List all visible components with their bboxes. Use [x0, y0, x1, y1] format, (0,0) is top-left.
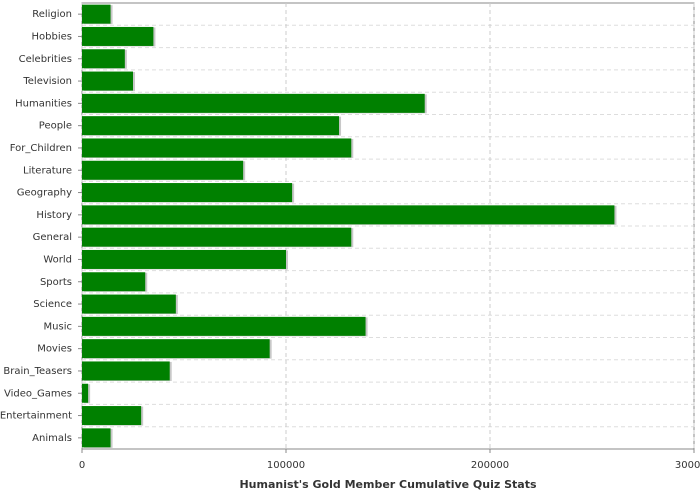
bar — [82, 294, 176, 314]
y-tick-label: Hobbies — [32, 31, 72, 42]
bar — [82, 183, 293, 203]
bar — [82, 26, 154, 46]
y-tick-label: Entertainment — [0, 411, 72, 422]
bar — [82, 383, 89, 403]
y-tick-label: World — [43, 254, 72, 265]
bar — [82, 316, 366, 336]
bar — [82, 71, 133, 91]
bar — [82, 272, 146, 292]
bar — [82, 339, 270, 359]
bar — [82, 116, 340, 136]
bar — [82, 428, 111, 448]
x-axis-title: Humanist's Gold Member Cumulative Quiz S… — [239, 478, 537, 491]
bar — [82, 227, 352, 247]
bar — [82, 205, 615, 225]
y-tick-label: Animals — [32, 433, 72, 444]
bar — [82, 249, 286, 269]
y-tick-label: Music — [44, 321, 72, 332]
x-tick-label: 200000 — [471, 460, 509, 471]
y-tick-label: Religion — [32, 9, 72, 20]
y-tick-label: Movies — [37, 344, 72, 355]
bar — [82, 49, 125, 69]
bar — [82, 406, 142, 426]
y-tick-label: Brain_Teasers — [3, 366, 72, 377]
bar — [82, 361, 170, 381]
y-tick-label: Science — [33, 299, 72, 310]
y-tick-label: People — [39, 121, 72, 132]
y-tick-label: For_Children — [10, 143, 72, 154]
x-tick-label: 300000 — [675, 460, 700, 471]
bar — [82, 138, 352, 158]
y-tick-label: Literature — [23, 165, 72, 176]
y-tick-label: Television — [22, 76, 72, 87]
bar — [82, 160, 244, 180]
x-tick-label: 100000 — [267, 460, 305, 471]
bar — [82, 4, 111, 24]
y-tick-label: History — [36, 210, 72, 221]
y-tick-label: Geography — [17, 188, 72, 199]
y-tick-label: General — [33, 232, 72, 243]
bar — [82, 93, 425, 113]
y-tick-label: Celebrities — [19, 54, 72, 65]
y-tick-label: Sports — [40, 277, 72, 288]
x-tick-label: 0 — [79, 460, 85, 471]
y-tick-label: Video_Games — [4, 388, 72, 399]
y-tick-label: Humanities — [15, 98, 72, 109]
